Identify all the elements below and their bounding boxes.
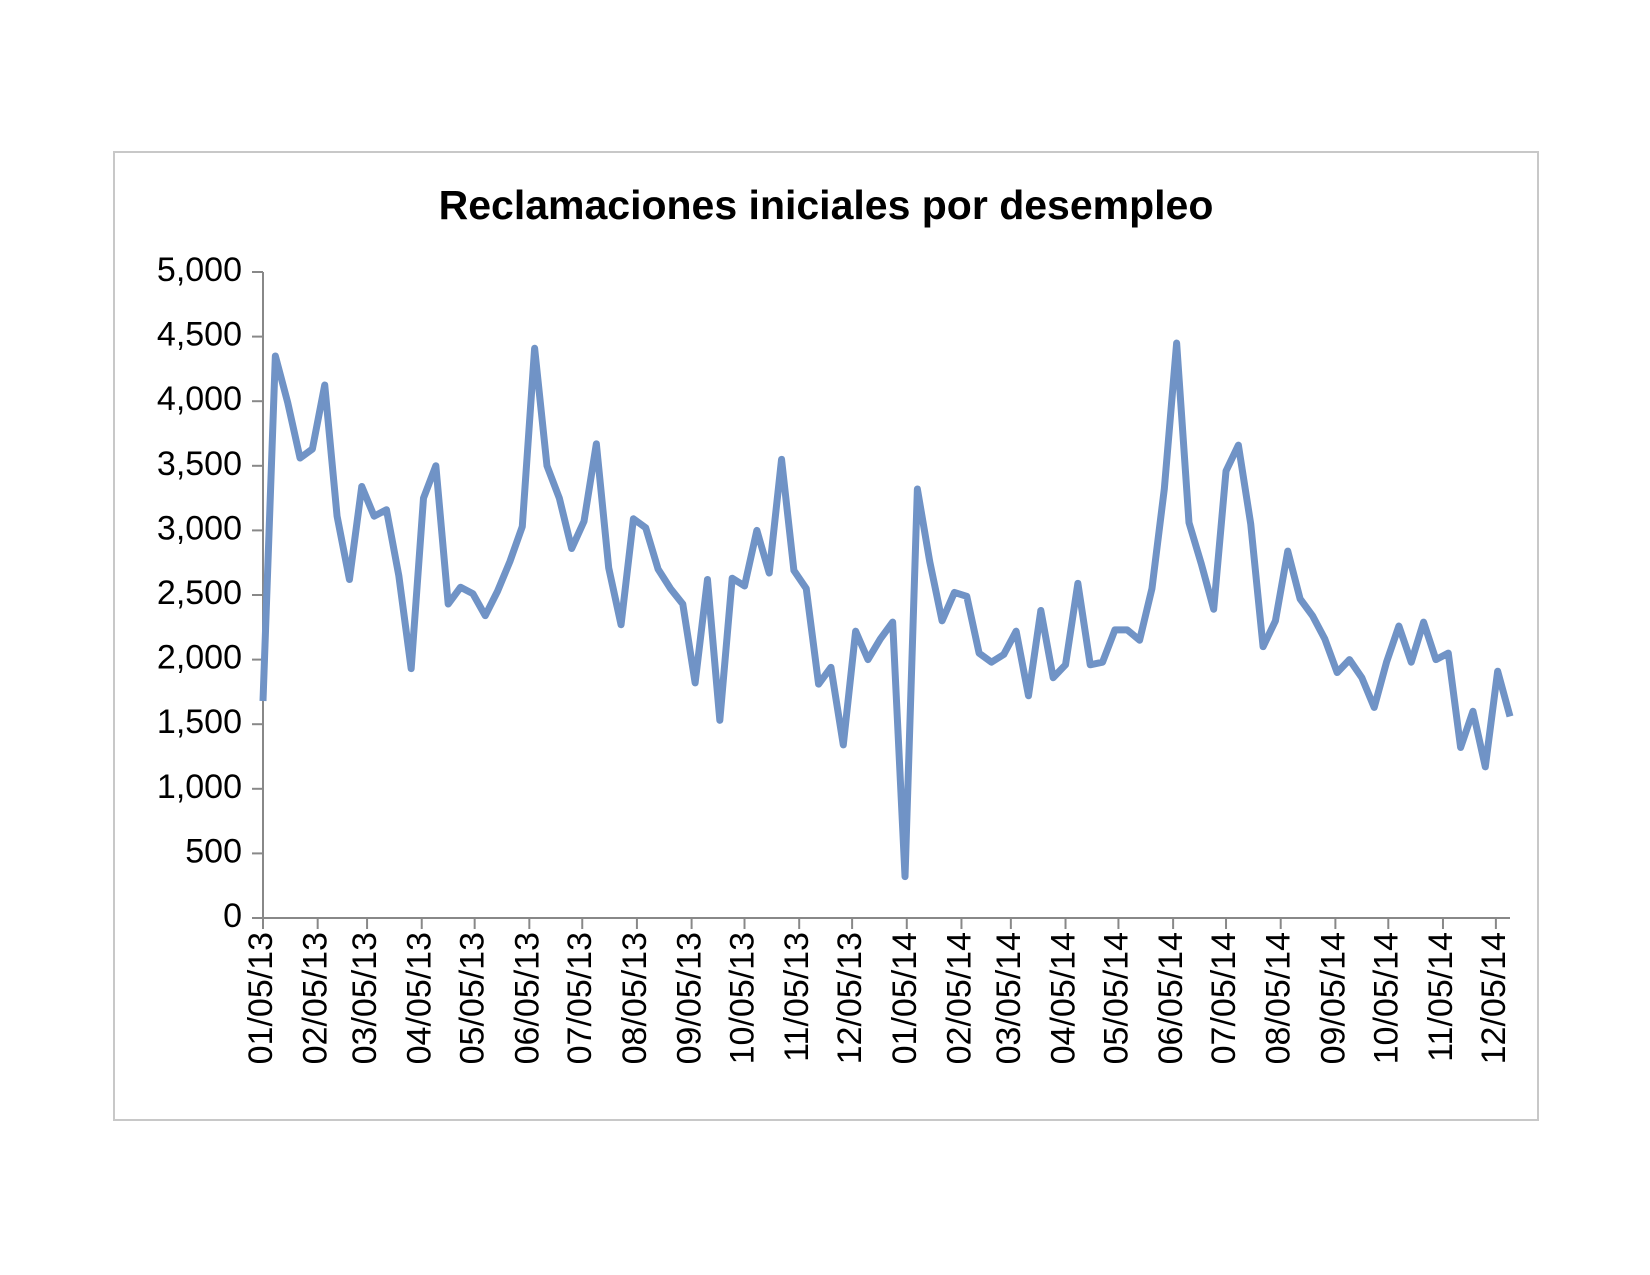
data-line xyxy=(259,339,1514,881)
x-tick-label: 05/05/14 xyxy=(1097,932,1135,1064)
x-tick-label: 03/05/14 xyxy=(990,932,1028,1064)
x-tick-label: 12/05/13 xyxy=(831,932,869,1064)
x-tick-label: 10/05/13 xyxy=(723,932,761,1064)
x-tick-label: 11/05/13 xyxy=(778,932,816,1062)
x-tick-label: 06/05/13 xyxy=(508,932,546,1064)
y-tick-label: 1,500 xyxy=(157,703,242,741)
x-tick-label: 02/05/14 xyxy=(940,932,978,1064)
y-tick-label: 5,000 xyxy=(157,251,242,289)
x-tick-label: 09/05/14 xyxy=(1314,932,1352,1064)
y-tick-label: 2,000 xyxy=(157,639,242,677)
y-tick-label: 4,500 xyxy=(157,316,242,354)
y-tick-label: 4,000 xyxy=(157,380,242,418)
x-tick-label: 03/05/13 xyxy=(346,932,384,1064)
chart-frame xyxy=(113,151,1539,1121)
y-tick-label: 3,500 xyxy=(157,445,242,483)
x-tick-label: 08/05/14 xyxy=(1260,932,1298,1064)
x-tick-label: 05/05/13 xyxy=(454,932,492,1064)
x-tick-label: 11/05/14 xyxy=(1422,932,1460,1062)
x-tick-label: 09/05/13 xyxy=(671,932,709,1064)
x-tick-label: 01/05/14 xyxy=(886,932,924,1064)
x-tick-label: 02/05/13 xyxy=(297,932,335,1064)
y-tick-label: 1,000 xyxy=(157,768,242,806)
x-tick-label: 10/05/14 xyxy=(1367,932,1405,1064)
x-tick-label: 12/05/14 xyxy=(1475,932,1513,1064)
x-tick-label: 07/05/14 xyxy=(1205,932,1243,1064)
x-tick-label: 01/05/13 xyxy=(242,932,280,1064)
y-tick-label: 3,000 xyxy=(157,509,242,547)
x-tick-label: 04/05/13 xyxy=(401,932,439,1064)
x-tick-label: 04/05/14 xyxy=(1045,932,1083,1064)
x-tick-label: 06/05/14 xyxy=(1152,932,1190,1064)
y-tick-label: 500 xyxy=(185,832,242,870)
y-tick-label: 0 xyxy=(223,897,242,935)
chart-title: Reclamaciones iniciales por desempleo xyxy=(439,182,1214,228)
y-tick-label: 2,500 xyxy=(157,574,242,612)
x-tick-label: 08/05/13 xyxy=(616,932,654,1064)
x-tick-label: 07/05/13 xyxy=(561,932,599,1064)
